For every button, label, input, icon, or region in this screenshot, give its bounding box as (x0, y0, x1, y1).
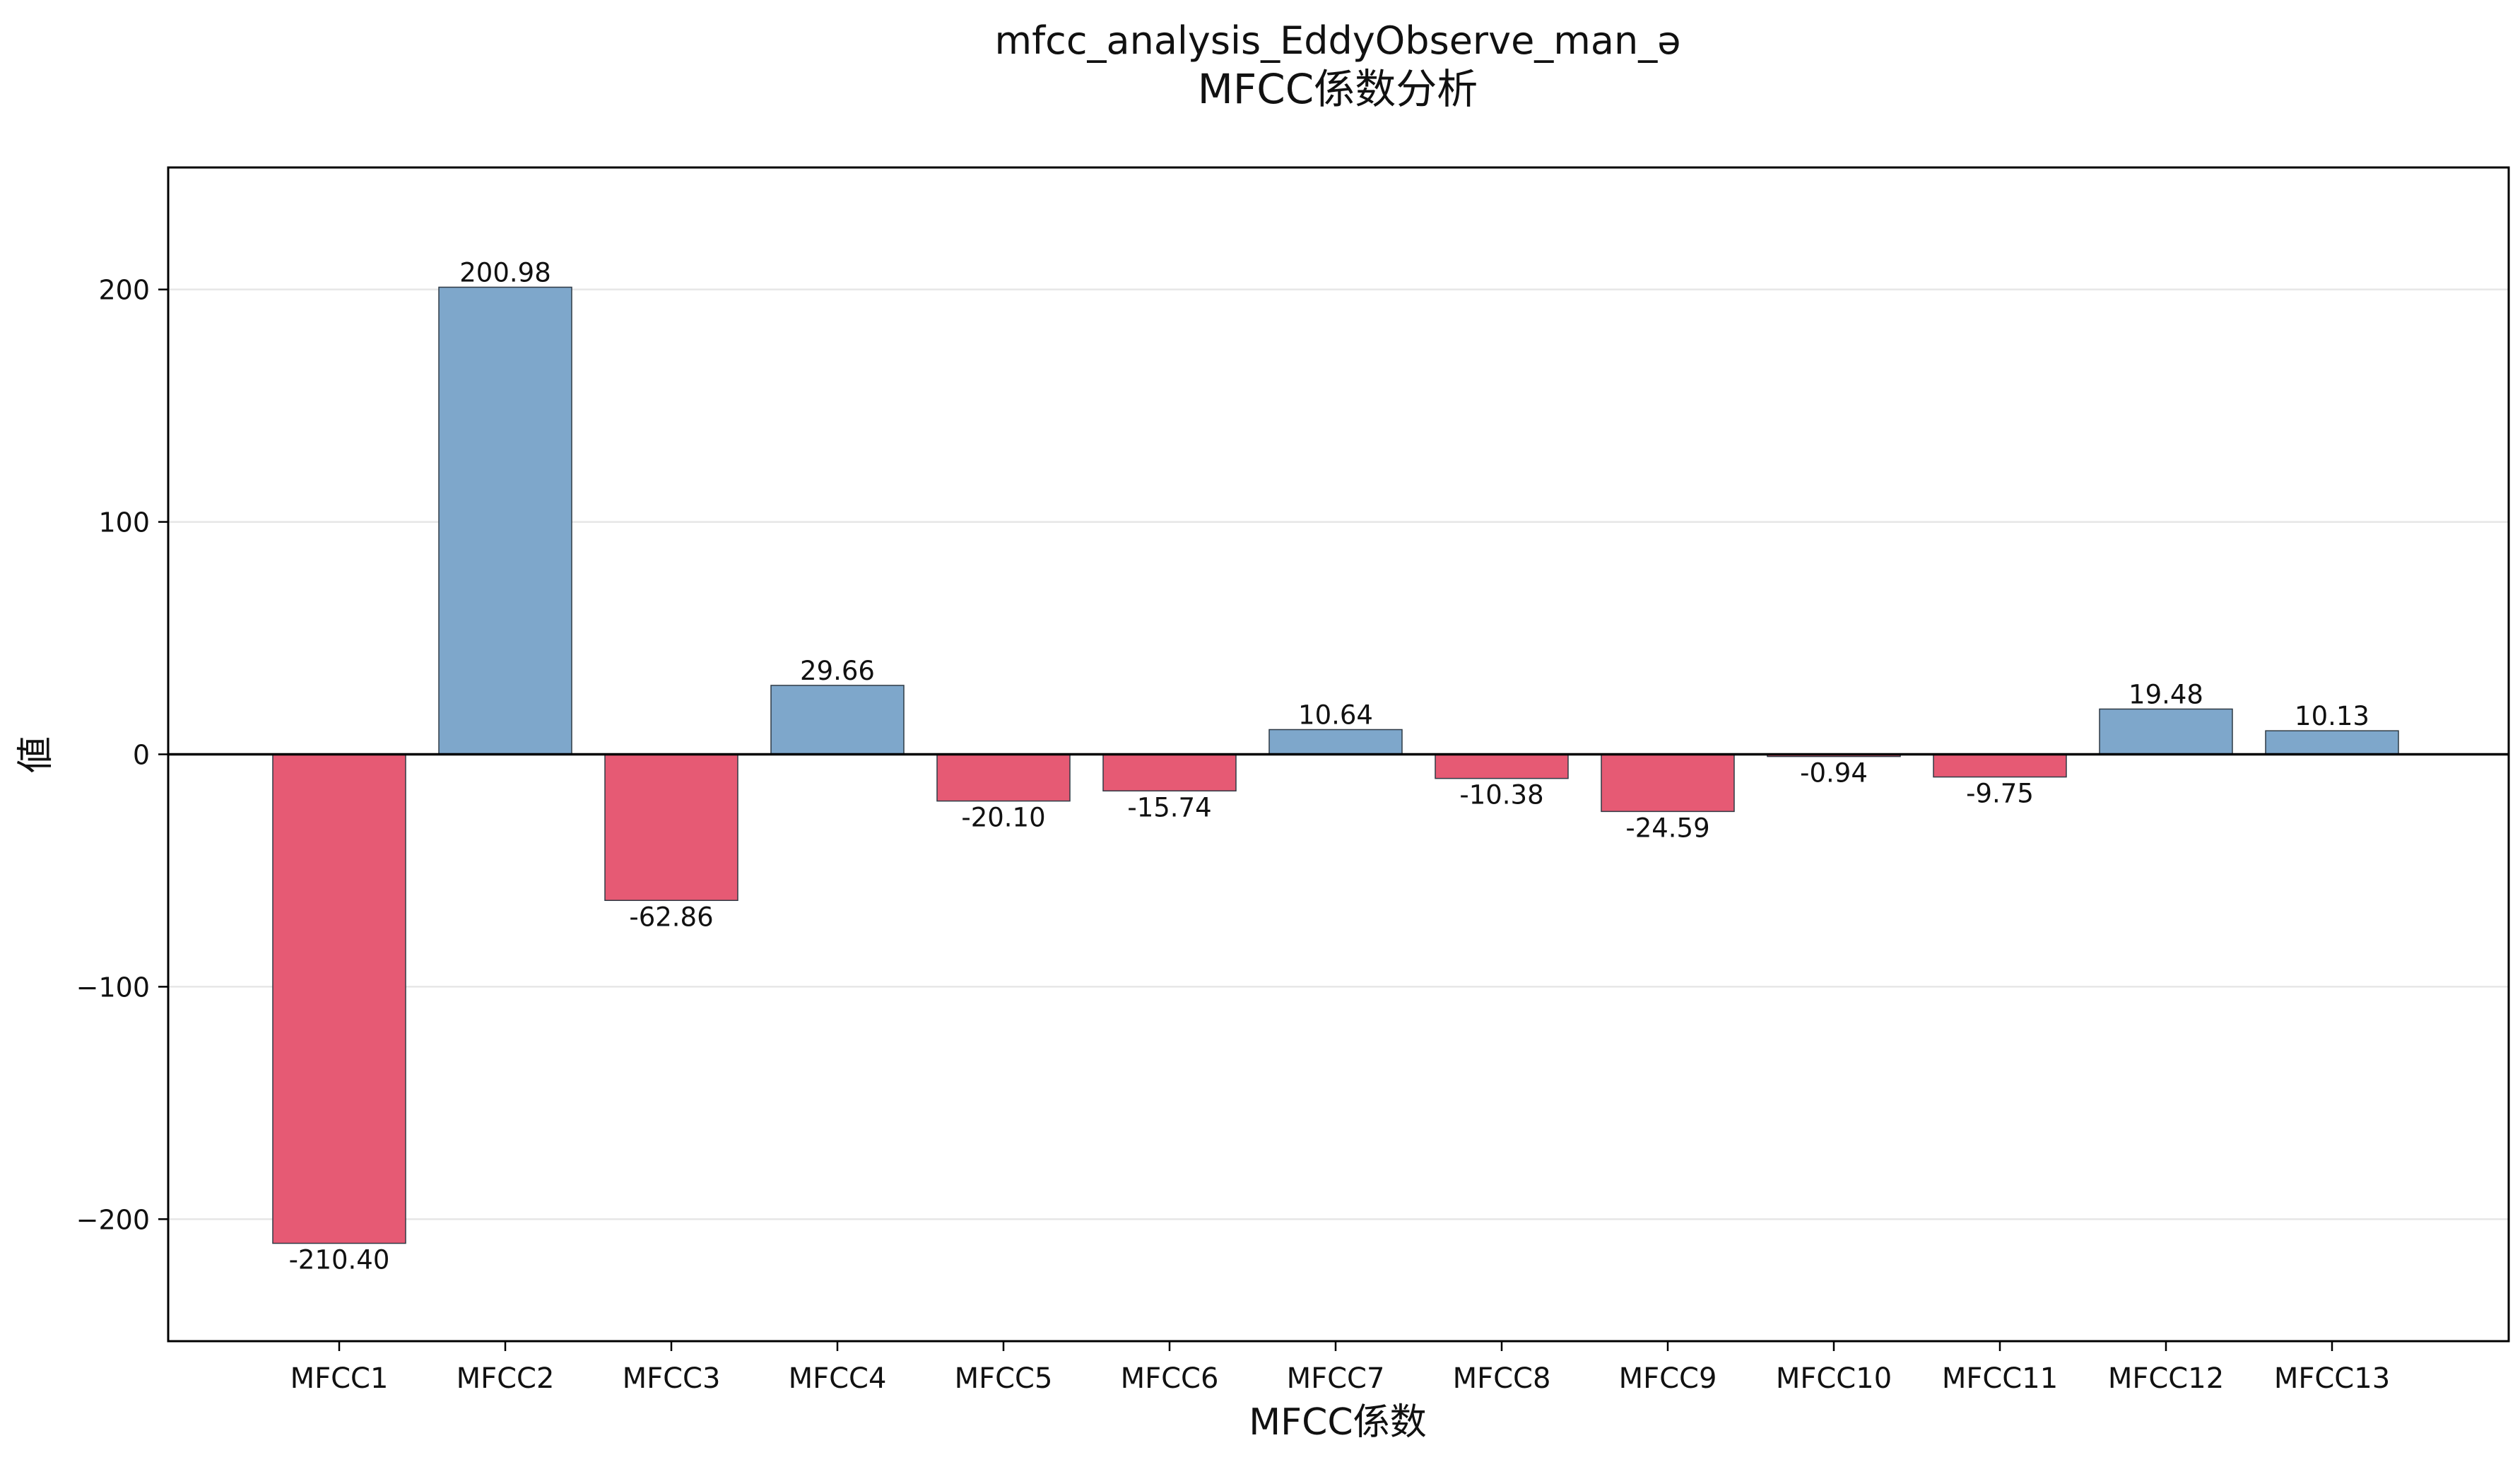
bar-value-label: -10.38 (1459, 780, 1543, 810)
bar-mfcc3 (604, 753, 738, 902)
bar-mfcc11 (1933, 753, 2067, 778)
x-tick-label: MFCC7 (1287, 1362, 1385, 1395)
x-axis-ticks: MFCC1 MFCC2 MFCC3 MFCC4 MFCC5 MFCC6 MFCC7 MFCC8… (290, 1341, 2390, 1395)
bar-mfcc5 (936, 753, 1071, 802)
y-tick-label: −100 (76, 972, 150, 1003)
bar-mfcc8 (1435, 753, 1569, 779)
chart-title: mfcc_analysis_EddyObserve_man_ə (995, 18, 1681, 63)
bar-mfcc6 (1102, 753, 1237, 792)
bar-value-label: -24.59 (1625, 813, 1709, 843)
bar-value-label: -20.10 (961, 803, 1045, 833)
x-tick-label: MFCC11 (1942, 1362, 2058, 1395)
x-tick-label: MFCC8 (1453, 1362, 1551, 1395)
bar-mfcc1 (272, 753, 406, 1244)
x-tick-label: MFCC12 (2108, 1362, 2224, 1395)
y-tick-label: 0 (133, 740, 150, 771)
y-tick-label: 200 (98, 275, 150, 306)
bar-mfcc13 (2265, 730, 2399, 755)
bars (272, 286, 2399, 1244)
x-tick-label: MFCC2 (457, 1362, 555, 1395)
x-tick-label: MFCC5 (955, 1362, 1053, 1395)
bar-value-label: -0.94 (1800, 758, 1868, 789)
y-tick-label: −200 (76, 1204, 150, 1235)
x-tick-label: MFCC9 (1619, 1362, 1717, 1395)
bar-value-label: -9.75 (1966, 779, 2034, 809)
x-tick-label: MFCC10 (1776, 1362, 1892, 1395)
bar-value-label: 200.98 (459, 257, 550, 288)
bar-value-label: 29.66 (800, 656, 875, 686)
bar-value-label: 10.13 (2295, 701, 2369, 731)
x-tick-label: MFCC3 (623, 1362, 721, 1395)
bar-mfcc7 (1268, 729, 1403, 755)
bar-mfcc4 (770, 685, 905, 755)
chart-subtitle: MFCC係数分析 (1198, 65, 1478, 113)
x-tick-label: MFCC6 (1121, 1362, 1219, 1395)
y-tick-label: 100 (98, 507, 150, 538)
bar-value-label: -15.74 (1127, 792, 1211, 823)
bar-value-label: 19.48 (2129, 679, 2203, 709)
bar-value-label: 10.64 (1298, 700, 1373, 731)
bar-value-labels: -210.40 200.98 -62.86 29.66 -20.10 -15.74 10.6… (289, 257, 2369, 1275)
bar-mfcc2 (438, 286, 572, 755)
chart-title-group: mfcc_analysis_EddyObserve_man_ə MFCC係数分析 (995, 18, 1681, 113)
bar-value-label: -62.86 (629, 902, 713, 932)
y-axis-ticks: 200 100 0 −100 −200 (76, 275, 168, 1235)
bar-value-label: -210.40 (289, 1245, 390, 1275)
bar-mfcc9 (1601, 753, 1735, 813)
y-axis-label: 値 (15, 736, 57, 773)
x-tick-label: MFCC13 (2274, 1362, 2390, 1395)
x-axis-label: MFCC係数 (1249, 1401, 1426, 1444)
bar-mfcc12 (2099, 708, 2233, 755)
x-tick-label: MFCC4 (789, 1362, 887, 1395)
x-tick-label: MFCC1 (290, 1362, 389, 1395)
